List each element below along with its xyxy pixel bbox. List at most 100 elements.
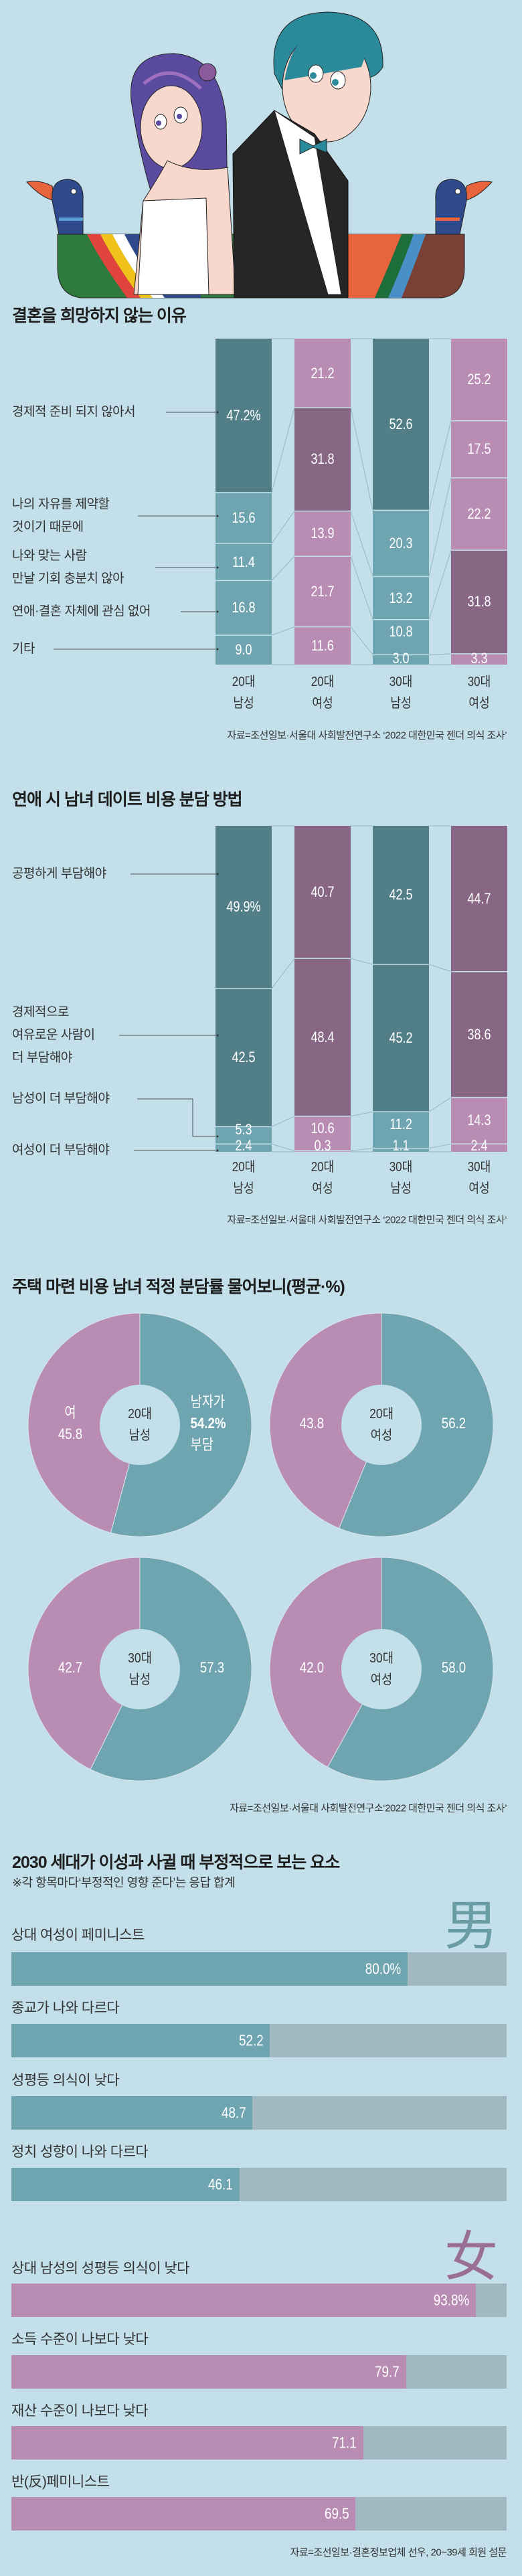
donut-male-text: 58.0	[441, 1659, 466, 1676]
bar-value-label: 93.8%	[433, 2291, 470, 2309]
chart-title: 주택 마련 비용 남녀 적정 분담률 물어보니(평균·%)	[12, 1278, 345, 1296]
bar-value-label: 13.2	[389, 589, 413, 606]
bar-fill: 71.1	[11, 2426, 364, 2460]
bar-segment	[294, 511, 351, 557]
connector-line	[271, 1143, 295, 1152]
bar-fill: 80.0%	[11, 1952, 408, 1986]
category-label: 여성이 더 부담해야	[12, 1139, 110, 1162]
bar-value-label: 11.2	[389, 1116, 412, 1133]
category-label-line: 연애·결혼 자체에 관심 없어	[12, 604, 151, 618]
bar-value-label: 15.6	[232, 509, 256, 526]
category-label-line: 남성이 더 부담해야	[12, 1092, 110, 1106]
bar-segment	[373, 964, 429, 1112]
column-label: 남성	[233, 1181, 254, 1196]
bar-value-label: 2.4	[235, 1137, 252, 1154]
bar-value-label: 38.6	[467, 1025, 491, 1043]
bar-value-label: 21.2	[311, 364, 335, 381]
category-label-line: 만날 기회 충분치 않아	[12, 572, 124, 586]
bar-value-label: 11.6	[311, 636, 334, 654]
bar-value-label: 10.6	[311, 1119, 335, 1136]
category-label: 경제적으로 여유로운 사람이 더 부담해야	[12, 1001, 95, 1069]
connector-line	[428, 1143, 452, 1149]
connector-line	[428, 653, 452, 655]
category-label-line: 여성이 더 부담해야	[12, 1143, 110, 1157]
bar-segment	[451, 550, 507, 654]
column-label: 30대	[467, 1160, 491, 1175]
column-label: 여성	[312, 696, 333, 711]
right-duck	[435, 179, 493, 235]
column-label: 30대	[467, 675, 491, 689]
category-label-line: 기타	[12, 642, 35, 656]
category-label-line: 나의 자유를 제약할	[12, 497, 110, 511]
bar-segment	[294, 408, 351, 511]
bar-fill: 52.2	[11, 2024, 270, 2057]
bar-segment	[373, 339, 429, 511]
female-hanja-symbol: 女	[444, 2226, 498, 2288]
connector-line	[428, 477, 452, 577]
category-label: 남성이 더 부담해야	[12, 1088, 110, 1110]
bar-segment	[294, 626, 351, 665]
bar-value-label: 25.2	[467, 371, 491, 388]
bar-value-label: 11.4	[232, 553, 255, 570]
connector-line	[271, 958, 295, 989]
bar-segment	[451, 826, 507, 972]
couple-illustration	[26, 11, 493, 298]
category-label: 나의 자유를 제약할 것이기 때문에	[12, 493, 110, 539]
donut-male-text: 남자가	[190, 1393, 226, 1410]
donut-hole	[341, 1629, 422, 1709]
category-label-line: 공평하게 부담해야	[12, 867, 106, 881]
bar-value-label: 3.0	[392, 650, 410, 667]
donut-hole	[100, 1629, 180, 1709]
chart-source: 자료=조선일보·서울대 사회발전연구소‘2022 대한민국 젠더 의식 조사’	[230, 1802, 507, 1814]
category-label-line: 경제적으로	[12, 1005, 69, 1019]
leader-dot	[216, 566, 219, 569]
chart-title: 2030 세대가 이성과 사귈 때 부정적으로 보는 요소	[12, 1853, 340, 1872]
connector-line	[428, 964, 452, 972]
category-label-line: 여유로운 사람이	[12, 1028, 95, 1042]
connector-line	[428, 549, 452, 620]
bar-fill: 46.1	[11, 2168, 240, 2201]
bar-value-label: 31.8	[311, 450, 335, 468]
bar-value-label: 3.3	[470, 650, 488, 667]
column-label: 20대	[232, 675, 256, 689]
donut-female-text: 42.7	[58, 1659, 83, 1676]
bar-fill: 93.8%	[11, 2284, 476, 2317]
chart-title: 연애 시 남녀 데이트 비용 분담 방법	[12, 790, 243, 809]
bar-fill: 79.7	[11, 2355, 406, 2389]
donut-hole	[341, 1385, 422, 1465]
column-label: 남성	[390, 1181, 412, 1196]
connector-line	[350, 407, 373, 511]
donut-center-label: 30대 여성	[369, 1648, 394, 1691]
connector-line	[350, 958, 373, 965]
donut-male-text: 56.2	[441, 1415, 466, 1432]
left-duck	[26, 179, 84, 235]
bar-value-label: 21.7	[311, 582, 335, 600]
bar-value-label: 0.3	[314, 1137, 331, 1154]
donut-slice-male	[110, 1312, 252, 1537]
bar-segment	[215, 826, 272, 989]
column-label: 여성	[468, 696, 490, 711]
bar-fill: 69.5	[11, 2497, 356, 2530]
leader-dot	[216, 610, 219, 613]
bar-track: 46.1	[11, 2168, 507, 2201]
bar-track: 69.5	[11, 2497, 507, 2530]
bar-value-label: 48.7	[221, 2103, 246, 2122]
bar-value-label: 45.2	[389, 1029, 413, 1047]
bar-value-label: 5.3	[235, 1121, 252, 1138]
bride-figure	[130, 53, 236, 295]
donut-center-line: 30대	[128, 1651, 152, 1666]
leader-dot	[216, 873, 219, 875]
bar-value-label: 46.1	[208, 2175, 234, 2193]
donut-female-text: 42.0	[299, 1659, 325, 1676]
bar-segment	[215, 492, 272, 543]
category-label-line: 경제적 준비 되지 않아서	[12, 405, 136, 419]
donut-male-text: 54.2%	[190, 1415, 226, 1432]
donut-female-label: 여 45.8	[58, 1402, 82, 1445]
donut-female-text: 43.8	[299, 1415, 325, 1432]
bar-track: 79.7	[11, 2355, 507, 2389]
connector-line	[271, 407, 295, 493]
column-label: 20대	[311, 675, 335, 689]
donut-slice-female	[269, 1312, 382, 1529]
